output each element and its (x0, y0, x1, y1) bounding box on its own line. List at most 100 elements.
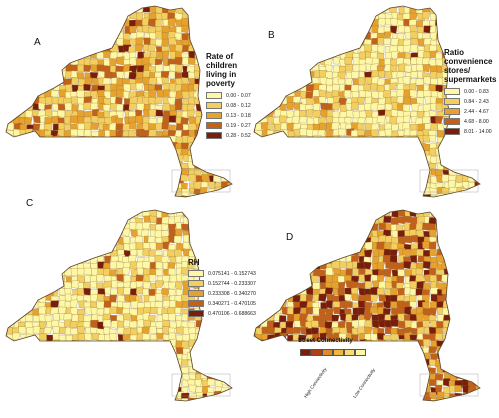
county-polygon (181, 313, 190, 321)
county-polygon (267, 280, 276, 289)
county-polygon (135, 242, 144, 251)
county-polygon (78, 136, 86, 144)
county-polygon (227, 235, 232, 244)
county-polygon (193, 210, 202, 219)
county-polygon (423, 194, 431, 197)
county-polygon (104, 71, 113, 79)
county-polygon (410, 6, 418, 8)
county-polygon (267, 268, 276, 276)
county-polygon (6, 156, 15, 165)
legend-title-line: Ratio (444, 48, 464, 57)
county-polygon (45, 26, 54, 34)
county-polygon (83, 12, 92, 21)
county-polygon (333, 229, 341, 238)
county-polygon (25, 154, 33, 163)
county-polygon (83, 215, 91, 225)
county-polygon (454, 385, 463, 393)
county-polygon (273, 70, 281, 79)
county-polygon (77, 398, 86, 401)
county-polygon (449, 38, 458, 47)
county-polygon (227, 182, 232, 191)
county-polygon (326, 142, 335, 150)
county-polygon (84, 6, 92, 9)
county-polygon (84, 142, 93, 150)
county-polygon (32, 223, 41, 231)
legend-item: 0.470106 - 0.688663 (188, 310, 256, 317)
county-polygon (6, 52, 8, 60)
county-polygon (313, 236, 321, 245)
county-polygon (482, 168, 490, 175)
county-polygon (358, 210, 368, 211)
county-polygon (12, 256, 21, 264)
county-polygon (254, 25, 263, 34)
county-polygon (169, 169, 178, 178)
county-polygon (351, 210, 360, 212)
county-polygon (428, 379, 437, 387)
county-polygon (90, 6, 99, 8)
county-polygon (6, 154, 7, 163)
county-polygon (6, 52, 14, 60)
county-polygon (31, 6, 39, 8)
county-polygon (213, 31, 221, 40)
county-polygon (18, 353, 27, 362)
county-polygon (467, 340, 476, 349)
county-polygon (285, 288, 293, 296)
county-polygon (122, 236, 131, 245)
county-polygon (84, 352, 92, 361)
county-polygon (365, 217, 374, 226)
county-polygon (273, 247, 281, 256)
county-polygon (455, 160, 463, 169)
county-polygon (259, 63, 268, 72)
county-polygon (58, 397, 66, 401)
county-polygon (377, 359, 386, 367)
county-polygon (6, 38, 15, 47)
county-polygon (285, 210, 295, 213)
county-polygon (32, 123, 41, 131)
county-polygon (429, 210, 439, 211)
county-polygon (12, 72, 20, 81)
county-polygon (11, 216, 20, 225)
county-polygon (339, 20, 348, 28)
county-polygon (195, 103, 203, 113)
county-polygon (214, 161, 223, 170)
county-polygon (469, 224, 478, 233)
county-polygon (254, 237, 262, 245)
county-polygon (255, 78, 263, 87)
county-polygon (13, 156, 21, 164)
county-polygon (397, 287, 406, 296)
county-polygon (193, 181, 202, 190)
county-polygon (255, 228, 264, 237)
county-polygon (135, 82, 144, 91)
county-polygon (19, 11, 28, 21)
county-polygon (454, 341, 463, 349)
county-polygon (287, 392, 295, 401)
county-polygon (51, 390, 59, 399)
county-polygon (314, 256, 322, 265)
county-polygon (6, 167, 14, 176)
county-polygon (403, 261, 412, 270)
county-polygon (305, 248, 313, 257)
county-polygon (422, 64, 431, 73)
county-polygon (331, 122, 340, 130)
county-polygon (45, 210, 55, 217)
county-polygon (332, 142, 341, 151)
county-polygon (168, 223, 177, 232)
county-polygon (467, 354, 476, 362)
county-polygon (307, 10, 315, 20)
county-polygon (141, 358, 149, 367)
county-polygon (482, 320, 489, 327)
county-polygon (481, 340, 490, 347)
county-polygon (449, 242, 457, 251)
county-polygon (255, 242, 263, 250)
county-polygon (26, 169, 35, 178)
county-polygon (208, 320, 217, 328)
county-polygon (280, 149, 288, 158)
county-polygon (0, 175, 5, 183)
county-polygon (6, 390, 14, 399)
county-polygon (312, 168, 321, 176)
county-polygon (207, 181, 215, 190)
county-polygon (52, 135, 60, 143)
county-polygon (385, 162, 393, 170)
county-polygon (76, 326, 85, 334)
county-polygon (26, 353, 34, 361)
